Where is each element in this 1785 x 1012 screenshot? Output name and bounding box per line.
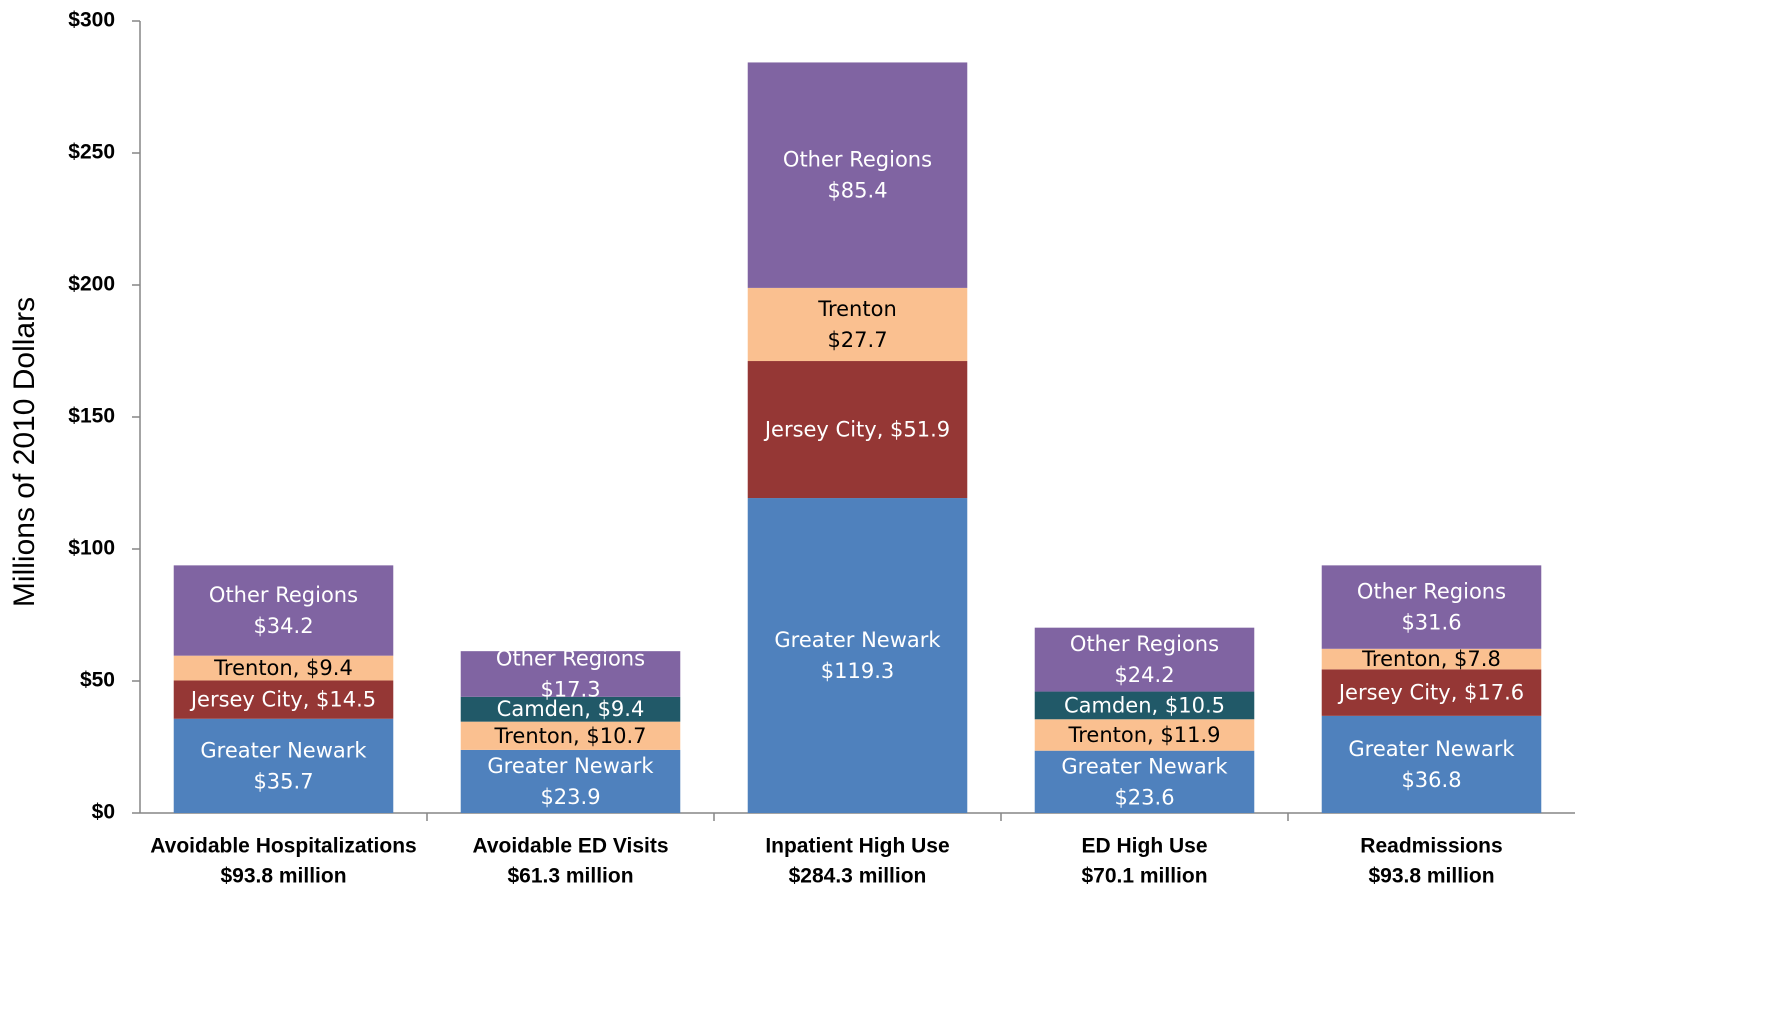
y-tick-label: $250 <box>68 141 115 164</box>
bar-segment <box>1321 669 1542 716</box>
data-label: Other Regions $34.2 <box>209 583 358 638</box>
x-tick-label: ED High Use <box>1081 835 1207 858</box>
data-label: Jersey City, $51.9 <box>763 418 950 442</box>
data-label: Greater Newark $36.8 <box>1348 737 1515 792</box>
x-tick-sublabel: $93.8 million <box>1368 865 1494 888</box>
bar-segment <box>747 361 968 499</box>
bar-segment <box>1321 715 1542 813</box>
data-label: Other Regions $85.4 <box>783 148 932 203</box>
y-tick-label: $150 <box>68 405 115 428</box>
x-tick-label: Avoidable ED Visits <box>472 835 668 858</box>
bar-segment <box>173 680 394 719</box>
x-tick-sublabel: $284.3 million <box>789 865 927 888</box>
data-label: Trenton, $7.8 <box>1361 647 1501 671</box>
data-label: Trenton, $10.7 <box>493 724 646 748</box>
data-label: Jersey City, $14.5 <box>189 688 376 712</box>
x-tick-sublabel: $93.8 million <box>220 865 346 888</box>
bar-segment <box>460 696 681 722</box>
bar-segment <box>1321 565 1542 649</box>
y-tick-label: $0 <box>92 801 115 824</box>
bar-segment <box>1034 627 1255 692</box>
data-label: Camden, $9.4 <box>497 697 645 721</box>
x-tick-sublabel: $70.1 million <box>1081 865 1207 888</box>
data-label: Camden, $10.5 <box>1064 693 1225 717</box>
data-label: Other Regions $31.6 <box>1357 580 1506 635</box>
data-label: Trenton, $9.4 <box>213 656 353 680</box>
data-label: Greater Newark $23.9 <box>487 754 654 809</box>
x-tick-sublabel: $61.3 million <box>507 865 633 888</box>
y-axis-label: Millions of 2010 Dollars <box>8 297 41 607</box>
bar-segment <box>1034 691 1255 720</box>
data-label: Greater Newark $23.6 <box>1061 754 1228 809</box>
bar-segment <box>460 749 681 813</box>
bar-segment <box>1321 648 1542 670</box>
x-tick-label: Avoidable Hospitalizations <box>150 835 416 858</box>
bar-segment <box>747 62 968 288</box>
data-label: Jersey City, $17.6 <box>1337 681 1524 705</box>
bar-segment <box>460 721 681 750</box>
data-label: Greater Newark $119.3 <box>774 628 941 683</box>
data-label: Trenton $27.7 <box>817 297 897 352</box>
bar-segment <box>1034 719 1255 751</box>
data-label: Other Regions $17.3 <box>496 647 645 702</box>
bar-segment <box>460 651 681 697</box>
bar-segment <box>1034 750 1255 813</box>
bar-segment <box>173 565 394 656</box>
data-label: Trenton, $11.9 <box>1067 723 1220 747</box>
data-label: Other Regions $24.2 <box>1070 632 1219 687</box>
bar-segment <box>747 498 968 813</box>
bar-segment <box>173 718 394 813</box>
y-tick-label: $100 <box>68 537 115 560</box>
data-label: Greater Newark $35.7 <box>200 738 367 793</box>
x-tick-label: Inpatient High Use <box>765 835 949 858</box>
y-tick-label: $300 <box>68 9 115 32</box>
y-tick-label: $50 <box>80 669 115 692</box>
bar-segment <box>747 287 968 362</box>
y-tick-label: $200 <box>68 273 115 296</box>
bar-segment <box>173 655 394 681</box>
x-tick-label: Readmissions <box>1360 835 1502 858</box>
